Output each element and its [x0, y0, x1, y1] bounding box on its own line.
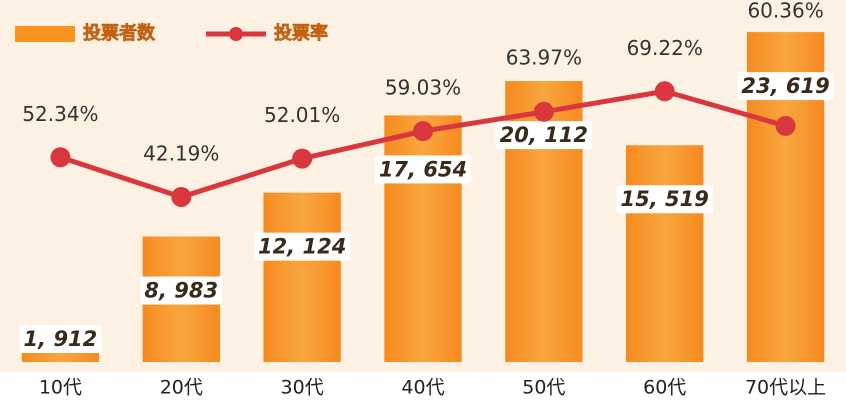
bar-value-label: 15, 519	[621, 187, 709, 211]
bar-value-label-bg	[19, 325, 102, 353]
bar-value-label: 1, 912	[24, 327, 98, 351]
legend-swatch-point	[228, 27, 243, 41]
line-point	[775, 115, 796, 136]
line-point	[292, 148, 313, 169]
line-point	[654, 81, 675, 102]
line-value-label: 42.19%	[143, 141, 219, 165]
x-tick-label: 10代	[39, 377, 82, 399]
legend-label: 投票率	[274, 22, 328, 44]
line-point	[50, 147, 71, 168]
x-tick-label: 70代以上	[745, 377, 826, 399]
bar-value-label: 12, 124	[258, 235, 346, 259]
bar-value-label-bg	[140, 276, 223, 305]
bar	[384, 115, 462, 362]
bar-value-label-bg	[253, 232, 351, 261]
bar-value-label-bg	[737, 72, 834, 101]
line-value-label: 59.03%	[385, 76, 461, 100]
bar-value-label-bg	[495, 121, 593, 150]
bar	[263, 192, 341, 362]
bar-value-label: 23, 619	[741, 74, 829, 98]
x-tick-label: 50代	[522, 377, 565, 399]
line-point	[171, 186, 192, 207]
line-value-label: 60.36%	[747, 0, 823, 23]
line-point	[413, 121, 433, 142]
legend-swatch	[15, 26, 75, 42]
line-value-label: 69.22%	[627, 36, 703, 60]
bar-value-label: 17, 654	[379, 157, 467, 181]
x-tick-label: 20代	[160, 377, 203, 399]
line-value-label: 52.01%	[264, 103, 340, 127]
x-tick-label: 30代	[281, 377, 324, 399]
line-point	[533, 101, 554, 122]
bar-value-label-bg	[616, 185, 713, 214]
line-value-label: 52.34%	[22, 102, 98, 126]
x-tick-label: 60代	[643, 377, 686, 399]
bar-value-label: 20, 112	[500, 123, 588, 147]
legend-label: 投票者数	[83, 22, 156, 44]
x-tick-label: 40代	[401, 377, 444, 399]
bar-value-label-bg	[374, 155, 472, 184]
bar-value-label: 8, 983	[144, 279, 218, 303]
line-value-label: 63.97%	[506, 46, 582, 70]
bar	[626, 145, 704, 362]
